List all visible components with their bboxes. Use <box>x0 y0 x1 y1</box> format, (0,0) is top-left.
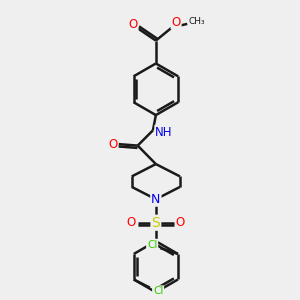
Text: CH₃: CH₃ <box>189 17 206 26</box>
Text: O: O <box>108 138 117 151</box>
Text: O: O <box>127 216 136 229</box>
Text: O: O <box>172 16 181 28</box>
Text: O: O <box>176 216 185 229</box>
Text: Cl: Cl <box>153 286 163 296</box>
Text: O: O <box>128 18 138 31</box>
Text: Cl: Cl <box>147 240 157 250</box>
Text: NH: NH <box>155 126 173 139</box>
Text: N: N <box>151 193 160 206</box>
Text: S: S <box>152 216 160 230</box>
